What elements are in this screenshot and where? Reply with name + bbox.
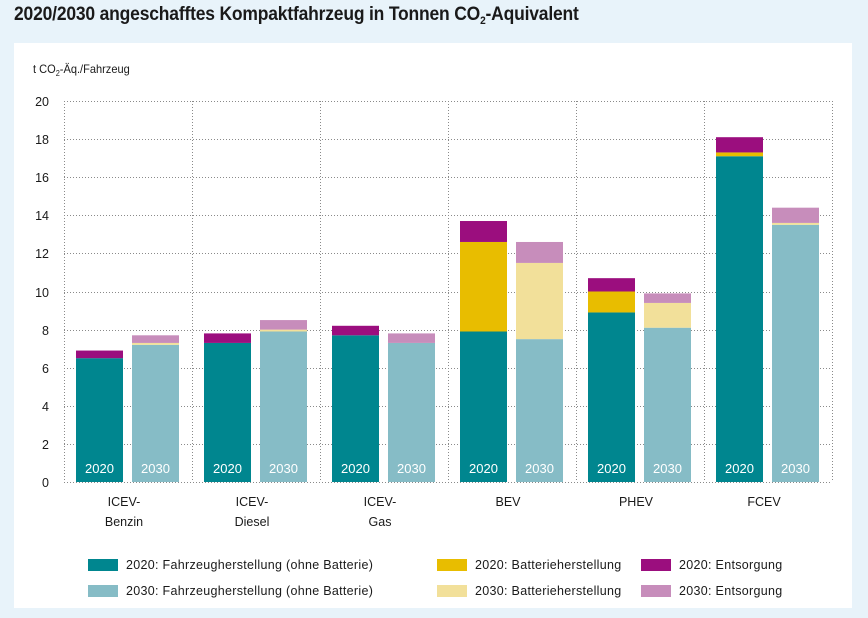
bar-year-label: 2030 — [653, 461, 682, 476]
bar-year-label: 2020 — [469, 461, 498, 476]
chart-title: 2020/2030 angeschafftes Kompaktfahrzeug … — [14, 4, 579, 27]
chart-title-suffix: -Aquivalent — [485, 4, 579, 25]
y-tick-label: 2 — [42, 438, 49, 452]
bar-year-label: 2030 — [269, 461, 298, 476]
bar-segment-entsorgung-2020 — [716, 137, 763, 153]
legend-label: 2030: Batterieherstellung — [475, 584, 622, 598]
bar-year-label: 2030 — [141, 461, 170, 476]
bar-year-label: 2030 — [525, 461, 554, 476]
grid — [64, 101, 833, 483]
x-tick-label: BEV — [495, 495, 521, 509]
legend-label: 2020: Entsorgung — [679, 558, 783, 572]
legend-item-2030-fahrzeug: 2030: Fahrzeugherstellung (ohne Batterie… — [88, 584, 373, 598]
y-axis-label-subscript: 2 — [55, 69, 60, 78]
y-tick-label: 10 — [35, 286, 49, 300]
chart-title-main: 2020/2030 angeschafftes Kompaktfahrzeug … — [14, 4, 481, 25]
x-tick-labels: ICEV- Benzin ICEV- Diesel ICEV- Gas BEV PHEV FCE… — [105, 495, 781, 529]
bar-segment-fahrzeugherstellung-2020 — [716, 156, 763, 482]
legend-label: 2030: Fahrzeugherstellung (ohne Batterie… — [126, 584, 374, 598]
bars: 2020 2020 2020 2020 2020 2020 2030 2030 2030 2030… — [76, 137, 819, 482]
bar-segment-fahrzeugherstellung-2030 — [644, 327, 691, 482]
y-tick-label: 6 — [42, 362, 49, 376]
legend-swatch — [88, 559, 118, 571]
bar-segment-batterieherstellung-2030 — [644, 302, 691, 328]
bar-segment-batterieherstellung-2030 — [516, 262, 563, 340]
legend-item-2030-batterie: 2030: Batterieherstellung — [437, 584, 621, 598]
bar-segment-entsorgung-2030 — [132, 335, 179, 343]
legend-swatch — [641, 559, 671, 571]
y-axis-label-suffix: -Äq./Fahrzeug — [59, 62, 130, 76]
bar-segment-entsorgung-2030 — [644, 293, 691, 303]
bar-year-label: 2020 — [213, 461, 242, 476]
bar-year-label: 2020 — [725, 461, 754, 476]
legend-label: 2020: Batterieherstellung — [475, 558, 622, 572]
bar-segment-fahrzeugherstellung-2030 — [260, 331, 307, 482]
bar-segment-entsorgung-2020 — [332, 325, 379, 336]
bar-year-label: 2020 — [341, 461, 370, 476]
bar-segment-entsorgung-2020 — [204, 333, 251, 343]
bar-segment-batterieherstellung-2030 — [260, 329, 307, 332]
legend-item-2020-batterie: 2020: Batterieherstellung — [437, 558, 621, 572]
chart-title-subscript: 2 — [480, 15, 486, 27]
y-tick-label: 16 — [35, 171, 49, 185]
x-tick-label: ICEV- — [364, 495, 397, 509]
y-axis-label-main: t CO — [33, 62, 56, 76]
x-tick-label: Gas — [369, 515, 392, 529]
y-tick-label: 20 — [35, 95, 49, 109]
legend-swatch — [437, 559, 467, 571]
bar-segment-batterieherstellung-2030 — [132, 342, 179, 345]
y-tick-label: 8 — [42, 324, 49, 338]
x-tick-label: Benzin — [105, 515, 143, 529]
bar-segment-fahrzeugherstellung-2030 — [772, 224, 819, 482]
legend-item-2020-entsorgung: 2020: Entsorgung — [641, 558, 783, 572]
bar-segment-fahrzeugherstellung-2020 — [460, 331, 507, 482]
legend-item-2030-entsorgung: 2030: Entsorgung — [641, 584, 783, 598]
x-tick-label: FCEV — [747, 495, 781, 509]
bar-year-label: 2020 — [597, 461, 626, 476]
y-tick-label: 12 — [35, 247, 49, 261]
legend-swatch — [641, 585, 671, 597]
bar-segment-batterieherstellung-2020 — [460, 241, 507, 332]
bar-year-label: 2020 — [85, 461, 114, 476]
y-tick-label: 18 — [35, 133, 49, 147]
legend-label: 2030: Entsorgung — [679, 584, 783, 598]
bar-segment-entsorgung-2030 — [388, 333, 435, 343]
legend: 2020: Fahrzeugherstellung (ohne Batterie… — [88, 558, 808, 608]
x-tick-label: PHEV — [619, 495, 654, 509]
bar-year-label: 2030 — [397, 461, 426, 476]
bar-segment-fahrzeugherstellung-2030 — [132, 344, 179, 482]
bar-segment-fahrzeugherstellung-2030 — [516, 339, 563, 482]
y-tick-label: 14 — [35, 209, 49, 223]
bar-segment-entsorgung-2020 — [460, 221, 507, 242]
legend-item-2020-fahrzeug: 2020: Fahrzeugherstellung (ohne Batterie… — [88, 558, 373, 572]
y-tick-label: 4 — [42, 400, 49, 414]
x-tick-label: ICEV- — [236, 495, 269, 509]
legend-label: 2020: Fahrzeugherstellung (ohne Batterie… — [126, 558, 374, 572]
bar-segment-batterieherstellung-2030 — [772, 222, 819, 225]
bar-segment-fahrzeugherstellung-2020 — [204, 342, 251, 482]
bar-segment-batterieherstellung-2020 — [716, 152, 763, 157]
bar-segment-fahrzeugherstellung-2020 — [332, 335, 379, 482]
chart-card — [14, 43, 852, 608]
bar-segment-fahrzeugherstellung-2020 — [76, 358, 123, 482]
bar-segment-entsorgung-2020 — [588, 278, 635, 292]
bar-year-label: 2030 — [781, 461, 810, 476]
bar-segment-fahrzeugherstellung-2020 — [588, 312, 635, 482]
y-tick-label: 0 — [42, 476, 49, 490]
bar-segment-entsorgung-2020 — [76, 350, 123, 359]
y-axis-label: t CO2-Äq./Fahrzeug — [33, 62, 130, 78]
legend-swatch — [88, 585, 118, 597]
legend-swatch — [437, 585, 467, 597]
bar-segment-batterieherstellung-2020 — [588, 291, 635, 313]
y-tick-labels: 0 2 4 6 8 10 12 14 16 18 20 — [35, 95, 49, 490]
bar-segment-entsorgung-2030 — [772, 207, 819, 223]
x-tick-label: Diesel — [235, 515, 270, 529]
bar-segment-entsorgung-2030 — [516, 241, 563, 263]
bar-segment-fahrzeugherstellung-2030 — [388, 342, 435, 482]
bar-segment-entsorgung-2030 — [260, 320, 307, 330]
x-tick-label: ICEV- — [108, 495, 141, 509]
